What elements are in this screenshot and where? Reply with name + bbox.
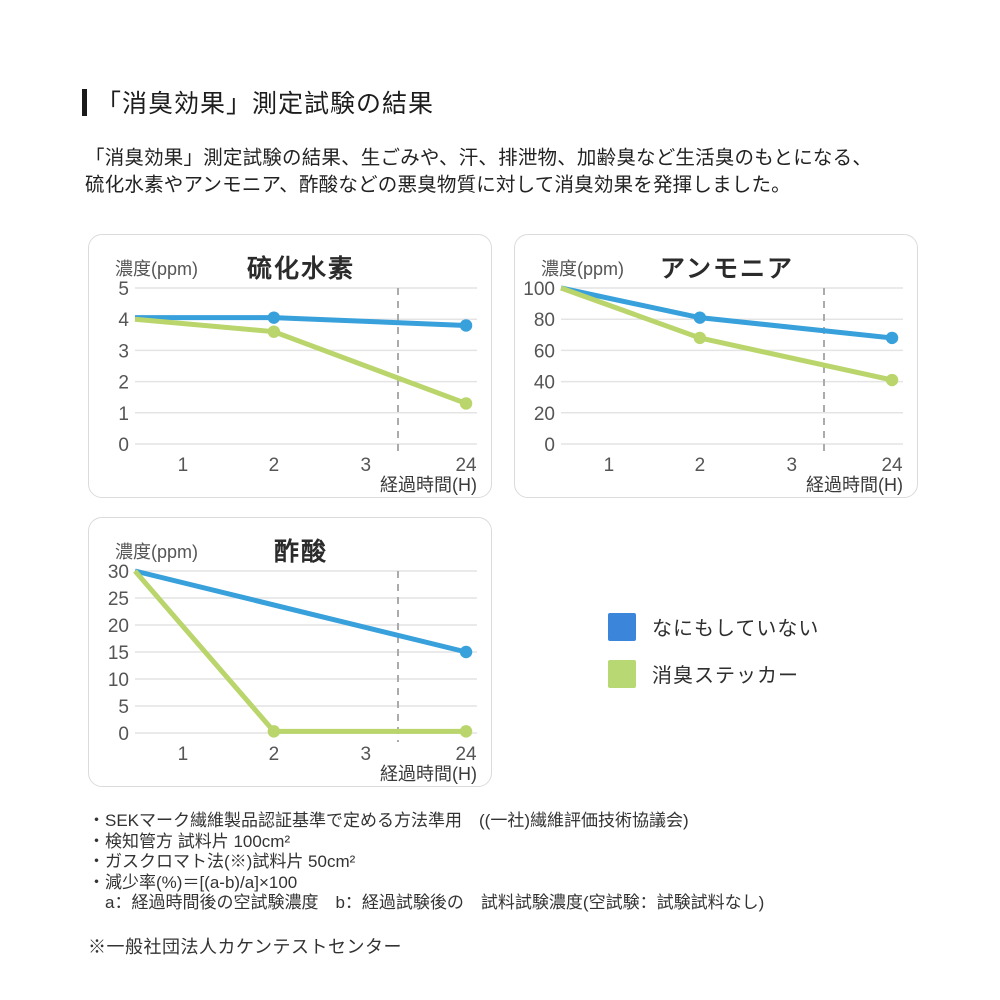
footnote-line: ・減少率(%)＝[(a-b)/a]×100 [88,872,298,892]
x-tick-label: 1 [178,455,189,476]
intro-line-1: 「消臭効果」測定試験の結果、生ごみや、汗、排泄物、加齢臭など生活臭のもとになる、 [85,147,873,169]
y-tick-label: 100 [523,279,555,300]
legend-label-sticker: 消臭ステッカー [652,665,799,687]
x-tick-label: 2 [269,744,280,765]
x-tick-label: 24 [455,744,477,765]
y-tick-label: 10 [108,670,129,691]
x-axis-label: 経過時間(H) [380,764,477,784]
data-point-green [885,373,899,387]
y-tick-label: 60 [534,341,555,362]
intro-paragraph: 「消臭効果」測定試験の結果、生ごみや、汗、排泄物、加齢臭など生活臭のもとになる、… [85,145,872,199]
y-tick-label: 20 [534,404,555,425]
data-point-blue [693,311,707,324]
y-tick-label: 30 [108,562,129,583]
y-tick-label: 0 [118,724,129,745]
x-tick-label: 3 [361,455,372,476]
footnote-line: ・ガスクロマト法(※)試料片 50cm² [88,852,356,871]
chart-legend: なにもしていない 消臭ステッカー [608,612,819,706]
intro-line-2: 硫化水素やアンモニア、酢酸などの悪臭物質に対して消臭効果を発揮しました。 [85,174,791,196]
x-tick-label: 1 [604,455,615,476]
footnote-line: ・検知管方 試料片 100cm² [88,831,291,851]
data-point-blue [267,311,281,324]
y-tick-label: 25 [108,589,129,610]
y-tick-label: 40 [534,373,555,394]
legend-label-untreated: なにもしていない [652,618,820,640]
chart-title: アンモニア [660,255,794,283]
y-tick-label: 4 [118,310,129,331]
source-note: ※一般社団法人カケンテストセンター [88,937,402,957]
x-tick-label: 2 [695,455,706,476]
data-point-blue [459,645,473,659]
data-point-green [459,725,473,738]
x-tick-label: 3 [361,744,372,765]
x-tick-label: 1 [178,744,189,765]
x-axis-label: 経過時間(H) [380,475,477,495]
legend-item-sticker: 消臭ステッカー [608,659,819,688]
page-title-block: 「消臭効果」測定試験の結果 [82,84,434,120]
series-line-blue [560,285,893,341]
x-tick-label: 3 [787,455,798,476]
series-line-blue [134,568,467,655]
series-line-green [133,569,467,734]
chart-panel-acetic-acid: 30 25 20 15 10 5 0 1 2 3 24 濃度(ppm) 酢酸経過時間(H) [88,517,492,787]
chart-title: 硫化水素 [247,254,355,283]
chart-title: 酢酸 [274,537,328,566]
data-point-green [459,397,473,410]
page-title: 「消臭効果」測定試験の結果 [96,90,435,118]
y-tick-label: 3 [118,341,129,362]
y-tick-label: 1 [118,404,129,425]
y-axis-unit-label: 濃度(ppm) [115,542,198,562]
y-tick-label: 20 [108,616,129,637]
footnote-line: a：経過時間後の空試験濃度 b：経過試験後の 試料試験濃度(空試験：試験試料なし… [88,893,765,912]
y-axis-unit-label: 濃度(ppm) [115,259,198,279]
y-tick-label: 0 [544,435,555,456]
data-point-green [267,325,281,338]
x-axis-label: 経過時間(H) [806,475,903,495]
chart-panel-hydrogen-sulfide: 5 4 3 2 1 0 1 2 3 24 濃度(ppm) 硫化水素経過時間(H) [88,234,492,498]
x-tick-label: 24 [881,455,903,476]
y-axis-unit-label: 濃度(ppm) [541,259,624,279]
y-tick-label: 5 [118,279,129,300]
y-tick-label: 2 [118,373,129,394]
y-tick-label: 5 [118,697,129,718]
data-point-green [693,331,707,345]
data-point-green [267,725,281,738]
legend-swatch-green [608,659,636,688]
y-tick-label: 80 [534,310,555,331]
data-point-blue [885,331,899,345]
series-line-green [134,316,467,406]
legend-swatch-blue [608,612,636,641]
title-accent-bar [82,88,87,116]
y-tick-label: 15 [108,643,129,664]
footnotes: ・SEKマーク繊維製品認証基準で定める方法準用 ((一社)繊維評価技術協議会) … [88,811,764,914]
x-tick-label: 24 [455,455,477,476]
chart-panel-ammonia: 100 80 60 40 20 0 1 2 3 24 濃度(ppm) アンモニア経過時間(H) [514,234,918,498]
y-tick-label: 0 [118,435,129,456]
x-tick-label: 2 [269,455,280,476]
data-point-blue [459,319,473,332]
footnote-line: ・SEKマーク繊維製品認証基準で定める方法準用 ((一社)繊維評価技術協議会) [88,811,689,830]
legend-item-untreated: なにもしていない [608,612,819,641]
